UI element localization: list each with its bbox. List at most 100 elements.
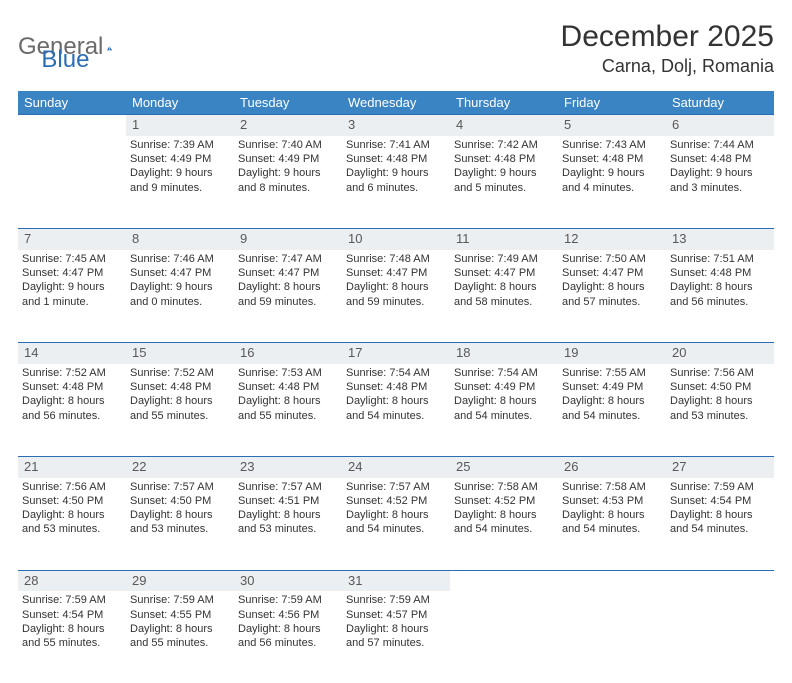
day-number: 2 [234, 114, 342, 136]
sunset-line: Sunset: 4:54 PM [670, 494, 770, 508]
daynum-cell: 10 [342, 228, 450, 250]
header: General Blue December 2025 Carna, Dolj, … [18, 20, 774, 77]
sunset-line: Sunset: 4:48 PM [130, 380, 230, 394]
daylight-line: Daylight: 8 hours and 54 minutes. [454, 394, 554, 423]
day-cell: Sunrise: 7:48 AMSunset: 4:47 PMDaylight:… [342, 250, 450, 342]
daylight-line: Daylight: 9 hours and 5 minutes. [454, 166, 554, 195]
day-details: Sunrise: 7:58 AMSunset: 4:52 PMDaylight:… [454, 478, 554, 537]
day-content-row: Sunrise: 7:52 AMSunset: 4:48 PMDaylight:… [18, 364, 774, 456]
sunrise-line: Sunrise: 7:55 AM [562, 366, 662, 380]
day-number: 19 [558, 342, 666, 364]
sunrise-line: Sunrise: 7:44 AM [670, 138, 770, 152]
day-details: Sunrise: 7:57 AMSunset: 4:52 PMDaylight:… [346, 478, 446, 537]
calendar-table: SundayMondayTuesdayWednesdayThursdayFrid… [18, 91, 774, 683]
daynum-cell: 6 [666, 114, 774, 136]
sunrise-line: Sunrise: 7:50 AM [562, 252, 662, 266]
sunset-line: Sunset: 4:51 PM [238, 494, 338, 508]
day-cell: Sunrise: 7:54 AMSunset: 4:48 PMDaylight:… [342, 364, 450, 456]
sunrise-line: Sunrise: 7:40 AM [238, 138, 338, 152]
day-number: 29 [126, 570, 234, 592]
sunset-line: Sunset: 4:49 PM [562, 380, 662, 394]
sunrise-line: Sunrise: 7:54 AM [454, 366, 554, 380]
daynum-cell: 30 [234, 570, 342, 592]
day-cell: Sunrise: 7:59 AMSunset: 4:57 PMDaylight:… [342, 591, 450, 683]
daylight-line: Daylight: 8 hours and 58 minutes. [454, 280, 554, 309]
sunset-line: Sunset: 4:49 PM [130, 152, 230, 166]
sunset-line: Sunset: 4:52 PM [454, 494, 554, 508]
sunset-line: Sunset: 4:48 PM [562, 152, 662, 166]
weekday-header: Tuesday [234, 91, 342, 114]
daynum-cell: 18 [450, 342, 558, 364]
day-details: Sunrise: 7:59 AMSunset: 4:55 PMDaylight:… [130, 591, 230, 650]
daynum-row: 28293031 [18, 570, 774, 592]
day-number: 30 [234, 570, 342, 592]
sunrise-line: Sunrise: 7:57 AM [130, 480, 230, 494]
day-number: 4 [450, 114, 558, 136]
daynum-cell: 1 [126, 114, 234, 136]
daynum-cell: 14 [18, 342, 126, 364]
day-cell: Sunrise: 7:58 AMSunset: 4:52 PMDaylight:… [450, 478, 558, 570]
day-details: Sunrise: 7:49 AMSunset: 4:47 PMDaylight:… [454, 250, 554, 309]
daylight-line: Daylight: 8 hours and 54 minutes. [670, 508, 770, 537]
day-cell: Sunrise: 7:55 AMSunset: 4:49 PMDaylight:… [558, 364, 666, 456]
day-number: 27 [666, 456, 774, 478]
daynum-cell: 31 [342, 570, 450, 592]
day-content-row: Sunrise: 7:39 AMSunset: 4:49 PMDaylight:… [18, 136, 774, 228]
daylight-line: Daylight: 8 hours and 57 minutes. [346, 622, 446, 651]
day-cell: Sunrise: 7:52 AMSunset: 4:48 PMDaylight:… [126, 364, 234, 456]
weekday-header: Saturday [666, 91, 774, 114]
location-label: Carna, Dolj, Romania [561, 56, 774, 77]
day-details: Sunrise: 7:46 AMSunset: 4:47 PMDaylight:… [130, 250, 230, 309]
daylight-line: Daylight: 8 hours and 59 minutes. [346, 280, 446, 309]
daynum-cell: 12 [558, 228, 666, 250]
daynum-cell: 21 [18, 456, 126, 478]
sunset-line: Sunset: 4:50 PM [22, 494, 122, 508]
daynum-cell: 23 [234, 456, 342, 478]
daylight-line: Daylight: 8 hours and 53 minutes. [130, 508, 230, 537]
sunset-line: Sunset: 4:47 PM [454, 266, 554, 280]
day-cell: Sunrise: 7:46 AMSunset: 4:47 PMDaylight:… [126, 250, 234, 342]
day-details: Sunrise: 7:56 AMSunset: 4:50 PMDaylight:… [670, 364, 770, 423]
day-number: 11 [450, 228, 558, 250]
daynum-cell [666, 570, 774, 592]
daylight-line: Daylight: 8 hours and 56 minutes. [22, 394, 122, 423]
daynum-cell: 5 [558, 114, 666, 136]
day-cell: Sunrise: 7:41 AMSunset: 4:48 PMDaylight:… [342, 136, 450, 228]
day-cell: Sunrise: 7:56 AMSunset: 4:50 PMDaylight:… [666, 364, 774, 456]
sunrise-line: Sunrise: 7:52 AM [130, 366, 230, 380]
day-details: Sunrise: 7:59 AMSunset: 4:54 PMDaylight:… [670, 478, 770, 537]
daylight-line: Daylight: 8 hours and 55 minutes. [238, 394, 338, 423]
day-cell: Sunrise: 7:44 AMSunset: 4:48 PMDaylight:… [666, 136, 774, 228]
daynum-row: 123456 [18, 114, 774, 136]
sunrise-line: Sunrise: 7:59 AM [238, 593, 338, 607]
day-details: Sunrise: 7:39 AMSunset: 4:49 PMDaylight:… [130, 136, 230, 195]
day-number: 22 [126, 456, 234, 478]
daylight-line: Daylight: 8 hours and 55 minutes. [130, 394, 230, 423]
daylight-line: Daylight: 8 hours and 54 minutes. [562, 394, 662, 423]
sunrise-line: Sunrise: 7:45 AM [22, 252, 122, 266]
day-number: 31 [342, 570, 450, 592]
daynum-cell: 13 [666, 228, 774, 250]
day-cell: Sunrise: 7:59 AMSunset: 4:54 PMDaylight:… [18, 591, 126, 683]
day-number: 21 [18, 456, 126, 478]
sunset-line: Sunset: 4:47 PM [346, 266, 446, 280]
sunset-line: Sunset: 4:48 PM [22, 380, 122, 394]
sunrise-line: Sunrise: 7:57 AM [238, 480, 338, 494]
day-cell: Sunrise: 7:57 AMSunset: 4:52 PMDaylight:… [342, 478, 450, 570]
daynum-cell: 8 [126, 228, 234, 250]
daylight-line: Daylight: 8 hours and 53 minutes. [238, 508, 338, 537]
sunset-line: Sunset: 4:48 PM [346, 380, 446, 394]
day-number: 13 [666, 228, 774, 250]
sunrise-line: Sunrise: 7:42 AM [454, 138, 554, 152]
empty-day [558, 570, 666, 591]
sunset-line: Sunset: 4:48 PM [454, 152, 554, 166]
day-cell: Sunrise: 7:45 AMSunset: 4:47 PMDaylight:… [18, 250, 126, 342]
sunrise-line: Sunrise: 7:57 AM [346, 480, 446, 494]
day-cell: Sunrise: 7:57 AMSunset: 4:51 PMDaylight:… [234, 478, 342, 570]
day-details: Sunrise: 7:59 AMSunset: 4:54 PMDaylight:… [22, 591, 122, 650]
sunrise-line: Sunrise: 7:56 AM [670, 366, 770, 380]
daynum-row: 78910111213 [18, 228, 774, 250]
sunset-line: Sunset: 4:55 PM [130, 608, 230, 622]
day-details: Sunrise: 7:59 AMSunset: 4:56 PMDaylight:… [238, 591, 338, 650]
day-cell: Sunrise: 7:39 AMSunset: 4:49 PMDaylight:… [126, 136, 234, 228]
